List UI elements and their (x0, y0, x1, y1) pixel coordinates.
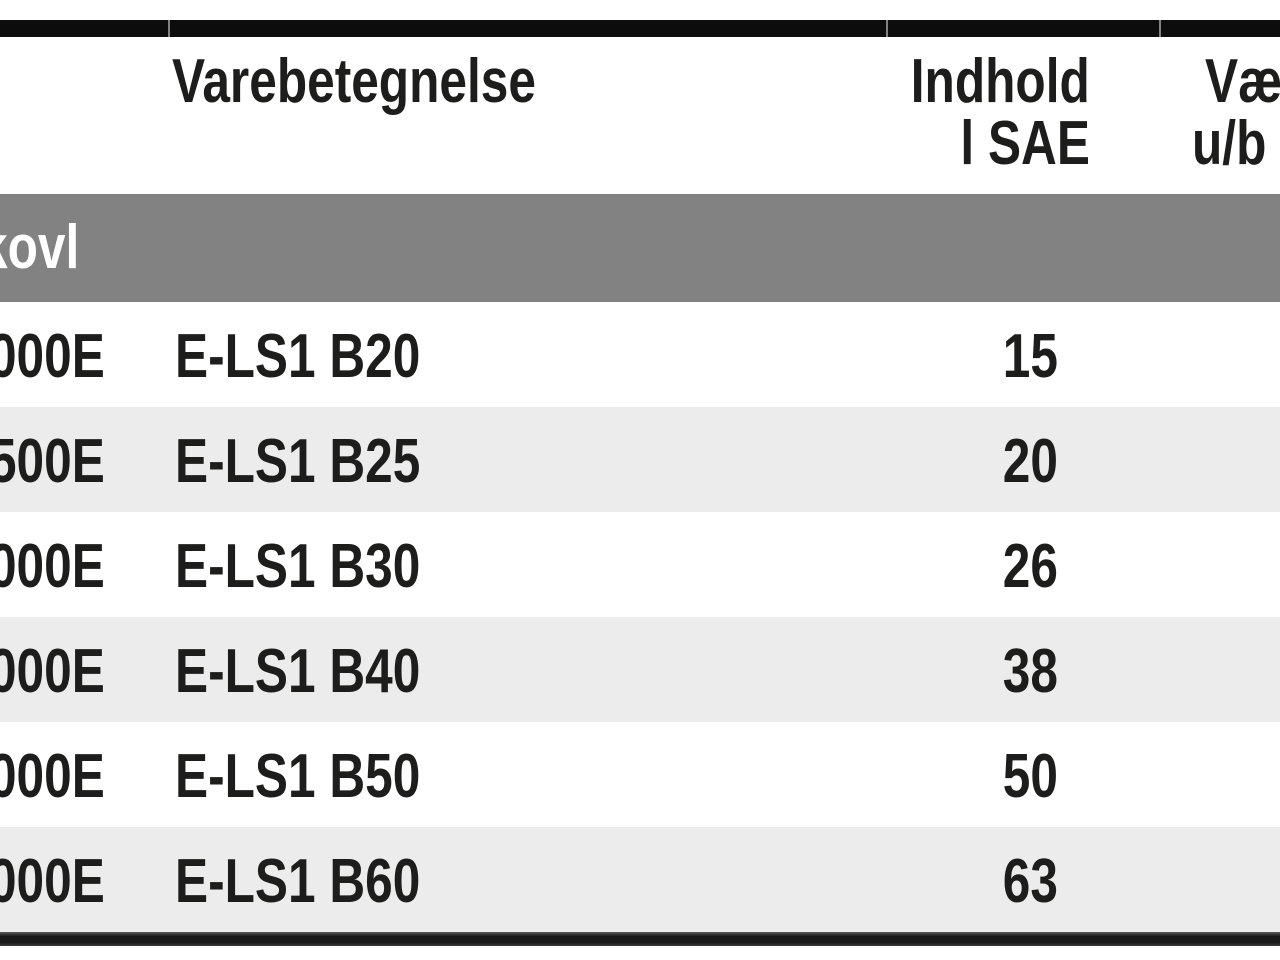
table-bottom-border (0, 932, 1280, 946)
content-value-text: 38 (1002, 636, 1058, 706)
column-divider-notch (1159, 20, 1161, 37)
item-number-text: 000E (0, 741, 105, 811)
item-number-text: 000E (0, 846, 105, 916)
cell-designation: E-LS1 B20 (175, 302, 735, 407)
column-header-indhold-line1: Indhold (866, 51, 1090, 113)
cell-item-number: 000E (0, 512, 105, 617)
content-value-text: 15 (1002, 321, 1058, 391)
table-row: 000E E-LS1 B20 15 (0, 302, 1280, 407)
section-header-row: kovl (0, 194, 1280, 302)
column-header-label: Varebetegnelse (172, 47, 536, 116)
content-value-text: 26 (1002, 531, 1058, 601)
cell-content: 26 (870, 512, 1058, 617)
table-row: 500E E-LS1 B25 20 (0, 407, 1280, 512)
cell-designation: E-LS1 B60 (175, 827, 735, 932)
column-divider-notch (886, 20, 888, 37)
cell-content: 38 (870, 617, 1058, 722)
designation-text: E-LS1 B40 (175, 636, 421, 706)
table-header-row: Varebetegnelse Indhold l SAE Væ u/b (0, 37, 1280, 194)
content-value-text: 63 (1002, 846, 1058, 916)
column-header-label: Væ (1205, 47, 1280, 116)
cell-designation: E-LS1 B30 (175, 512, 735, 617)
table-top-border (0, 20, 1280, 37)
column-header-varebetegnelse: Varebetegnelse (172, 51, 627, 113)
content-value-text: 50 (1002, 741, 1058, 811)
cell-designation: E-LS1 B40 (175, 617, 735, 722)
content-value-text: 20 (1002, 426, 1058, 496)
cell-designation: E-LS1 B50 (175, 722, 735, 827)
designation-text: E-LS1 B30 (175, 531, 421, 601)
cell-item-number: 000E (0, 617, 105, 722)
designation-text: E-LS1 B25 (175, 426, 421, 496)
cell-content: 20 (870, 407, 1058, 512)
cell-designation: E-LS1 B25 (175, 407, 735, 512)
cell-content: 63 (870, 827, 1058, 932)
table-row: 000E E-LS1 B60 63 (0, 827, 1280, 932)
column-header-label: Indhold (910, 47, 1090, 116)
cell-item-number: 000E (0, 827, 105, 932)
table-row: 000E E-LS1 B30 26 (0, 512, 1280, 617)
item-number-text: 000E (0, 636, 105, 706)
cell-item-number: 000E (0, 302, 105, 407)
table-body: 000E E-LS1 B20 15 500E E-LS1 B25 20 000E (0, 302, 1280, 932)
cell-content: 15 (870, 302, 1058, 407)
column-header-indhold-line2: l SAE (928, 113, 1090, 175)
item-number-text: 500E (0, 426, 105, 496)
table-row: 000E E-LS1 B50 50 (0, 722, 1280, 827)
designation-text: E-LS1 B60 (175, 846, 421, 916)
item-number-text: 000E (0, 531, 105, 601)
designation-text: E-LS1 B50 (175, 741, 421, 811)
designation-text: E-LS1 B20 (175, 321, 421, 391)
cell-item-number: 500E (0, 407, 105, 512)
column-header-label: l SAE (960, 109, 1090, 178)
column-header-vaegt-line1: Væ (1205, 51, 1280, 113)
table-row: 000E E-LS1 B40 38 (0, 617, 1280, 722)
item-number-text: 000E (0, 321, 105, 391)
column-header-label: u/b (1192, 109, 1267, 178)
cell-item-number: 000E (0, 722, 105, 827)
cell-content: 50 (870, 722, 1058, 827)
column-header-vaegt-line2: u/b (1192, 113, 1280, 175)
section-header-label: kovl (0, 213, 80, 282)
column-divider-notch (168, 20, 170, 37)
